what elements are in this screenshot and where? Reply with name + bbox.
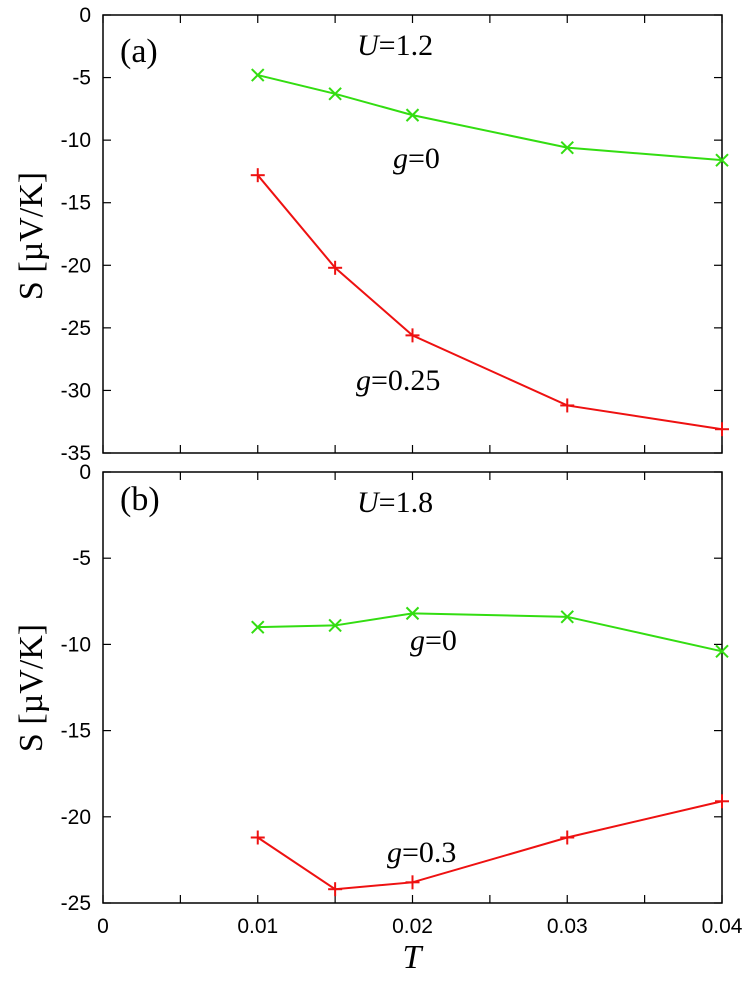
data-point-a-0-1 — [328, 87, 342, 101]
data-point-a-1-0 — [250, 168, 265, 183]
data-point-b-1-2 — [405, 875, 420, 890]
data-point-a-0-3 — [560, 140, 574, 155]
ytick-label-a-0: 0 — [79, 4, 91, 27]
x-axis-label: T — [403, 939, 424, 976]
series-group-a — [250, 68, 729, 437]
ytick-label-a-1: -5 — [72, 67, 91, 90]
data-point-b-1-4 — [715, 794, 729, 809]
y-axis-label-b: S [µV/K] — [13, 624, 50, 752]
ytick-label-a-6: -30 — [61, 379, 91, 402]
panel-label-a: (a) — [120, 33, 158, 70]
series-line-a-0 — [257, 74, 723, 162]
data-point-b-1-3 — [560, 830, 575, 845]
ytick-label-b-1: -5 — [72, 547, 91, 570]
y-axis-label-a: S [µV/K] — [13, 172, 50, 300]
ytick-label-a-5: -25 — [61, 317, 91, 340]
panel-a: 0 -5 -10 -15 -20 -25 -30 -35 (a) U=1.2 S [µV/K]… — [13, 4, 729, 465]
xtick-label-b-2: 0.01 — [237, 915, 278, 938]
data-point-b-0-3 — [560, 610, 574, 624]
ticks-a: 0 -5 -10 -15 -20 -25 -30 -35 — [61, 4, 723, 465]
ytick-label-b-0: 0 — [79, 461, 91, 484]
data-point-a-0-4 — [715, 153, 729, 167]
data-point-a-0-0 — [251, 68, 265, 82]
series-line-b-1 — [257, 800, 723, 891]
series-line-a-1 — [256, 174, 723, 431]
series-line-b-0 — [257, 612, 723, 653]
ytick-label-b-4: -20 — [61, 806, 91, 829]
xtick-label-b-4: 0.02 — [392, 915, 433, 938]
ytick-label-a-4: -20 — [61, 254, 91, 277]
param-annotation-a: U=1.2 — [357, 29, 433, 62]
ytick-label-a-2: -10 — [61, 129, 91, 152]
series-label-a-g0: g=0 — [393, 142, 440, 175]
data-point-b-1-1 — [328, 882, 343, 897]
data-point-a-1-1 — [328, 260, 343, 275]
panel-label-b: (b) — [120, 481, 160, 518]
data-point-a-1-4 — [715, 422, 729, 437]
ytick-label-b-5: -25 — [61, 892, 91, 915]
param-annotation-b: U=1.8 — [357, 486, 433, 519]
xtick-label-b-0: 0 — [97, 915, 109, 938]
data-point-a-1-2 — [405, 328, 420, 343]
data-point-b-0-4 — [715, 644, 729, 659]
data-point-a-0-2 — [405, 108, 420, 122]
data-point-b-1-0 — [250, 830, 265, 845]
data-point-a-1-3 — [560, 398, 575, 413]
ticks-b: 0 -5 -10 -15 -20 -25 0 0.01 0.02 0.03 0.04 — [61, 461, 743, 938]
series-group-b — [250, 606, 729, 897]
ytick-label-b-3: -15 — [61, 720, 91, 743]
panel-b: 0 -5 -10 -15 -20 -25 0 0.01 0.02 0.03 0.04 (b) U=1… — [13, 461, 743, 976]
ytick-label-b-2: -10 — [61, 633, 91, 656]
data-point-b-0-2 — [405, 606, 420, 621]
data-point-b-0-1 — [328, 618, 342, 633]
xtick-label-b-8: 0.04 — [702, 915, 743, 938]
xtick-label-b-6: 0.03 — [547, 915, 588, 938]
series-label-b-g03: g=0.3 — [387, 836, 456, 869]
series-label-a-g025: g=0.25 — [356, 364, 440, 397]
series-label-b-g0: g=0 — [410, 624, 457, 657]
ytick-label-a-3: -15 — [61, 192, 91, 215]
ytick-label-a-7: -35 — [61, 442, 91, 465]
data-point-b-0-0 — [251, 620, 265, 634]
